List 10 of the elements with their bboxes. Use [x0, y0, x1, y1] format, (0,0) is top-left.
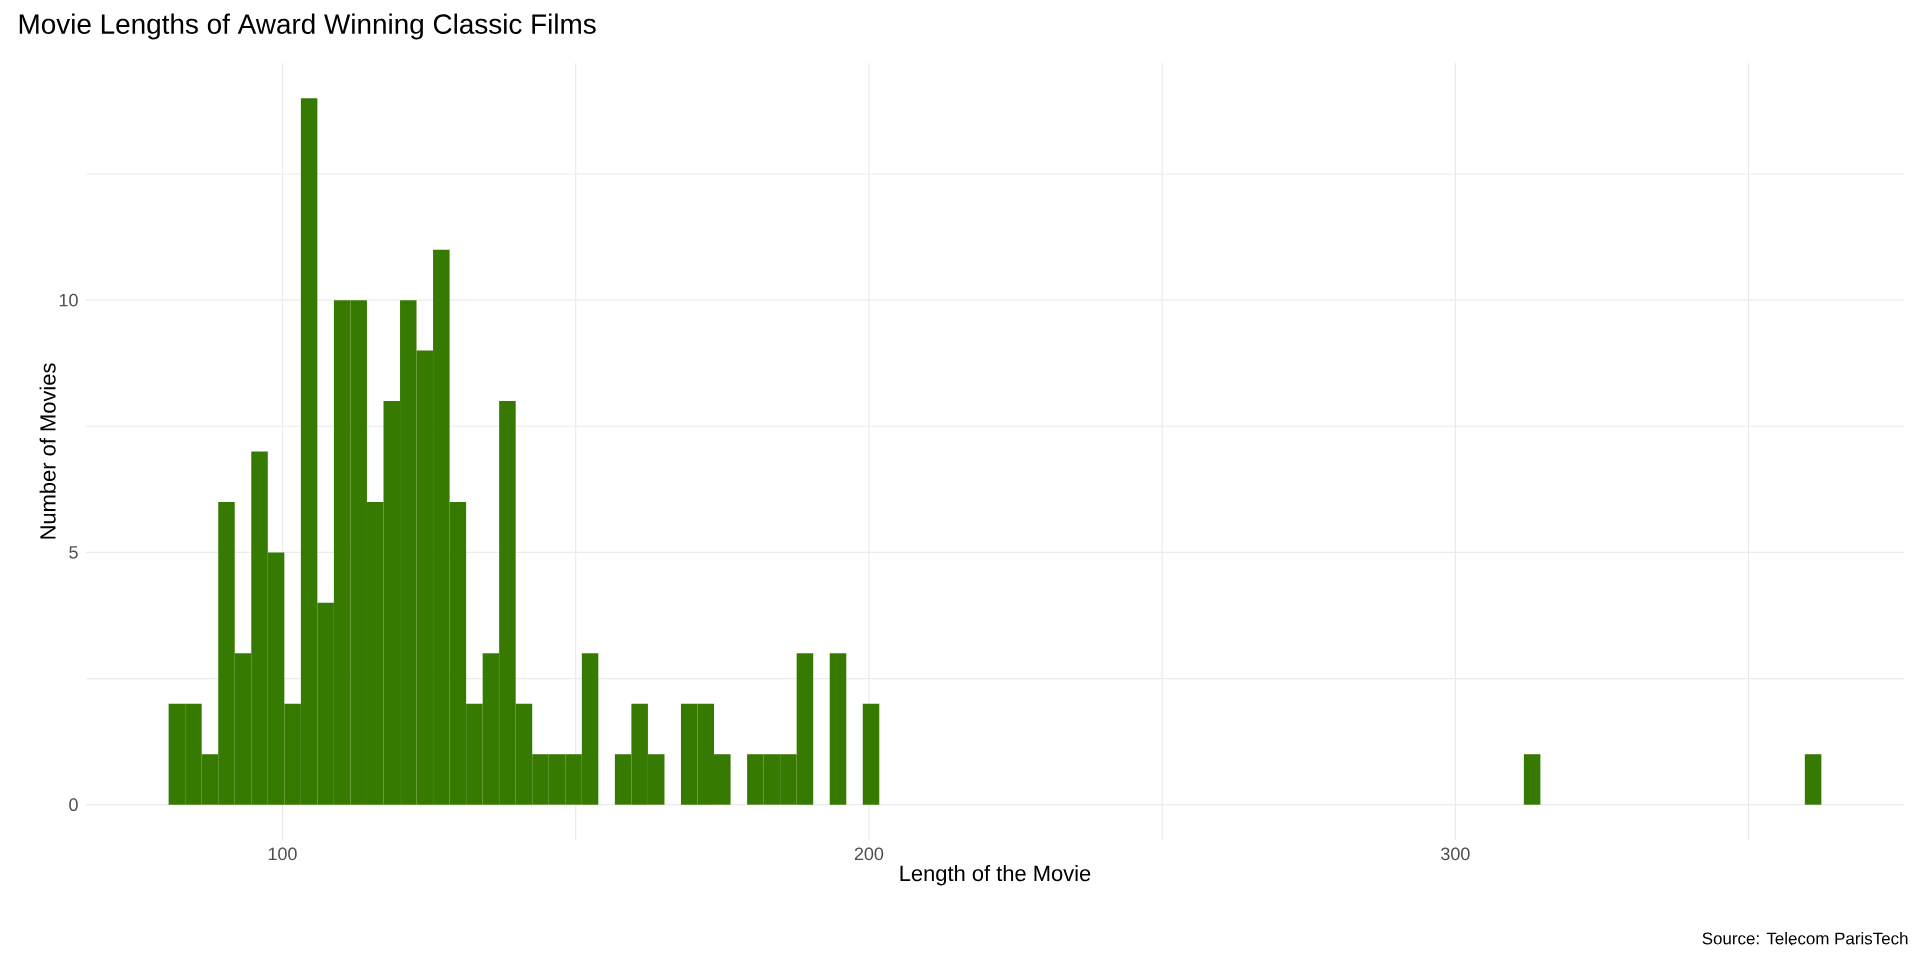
y-tick-label: 10: [59, 293, 78, 307]
source-note: Source: Telecom ParisTech: [1702, 932, 1908, 945]
chart-title: Movie Lengths of Award Winning Classic Films: [19, 13, 596, 40]
x-axis-title: Length of the Movie: [900, 865, 1091, 886]
y-tick-label: 5: [69, 546, 78, 559]
x-tick-label: 100: [268, 847, 297, 861]
y-tick-label: 0: [69, 798, 78, 812]
x-tick-label: 200: [854, 847, 884, 861]
y-axis-title: Number of Movies: [39, 363, 56, 539]
x-tick-label: 300: [1441, 847, 1470, 861]
